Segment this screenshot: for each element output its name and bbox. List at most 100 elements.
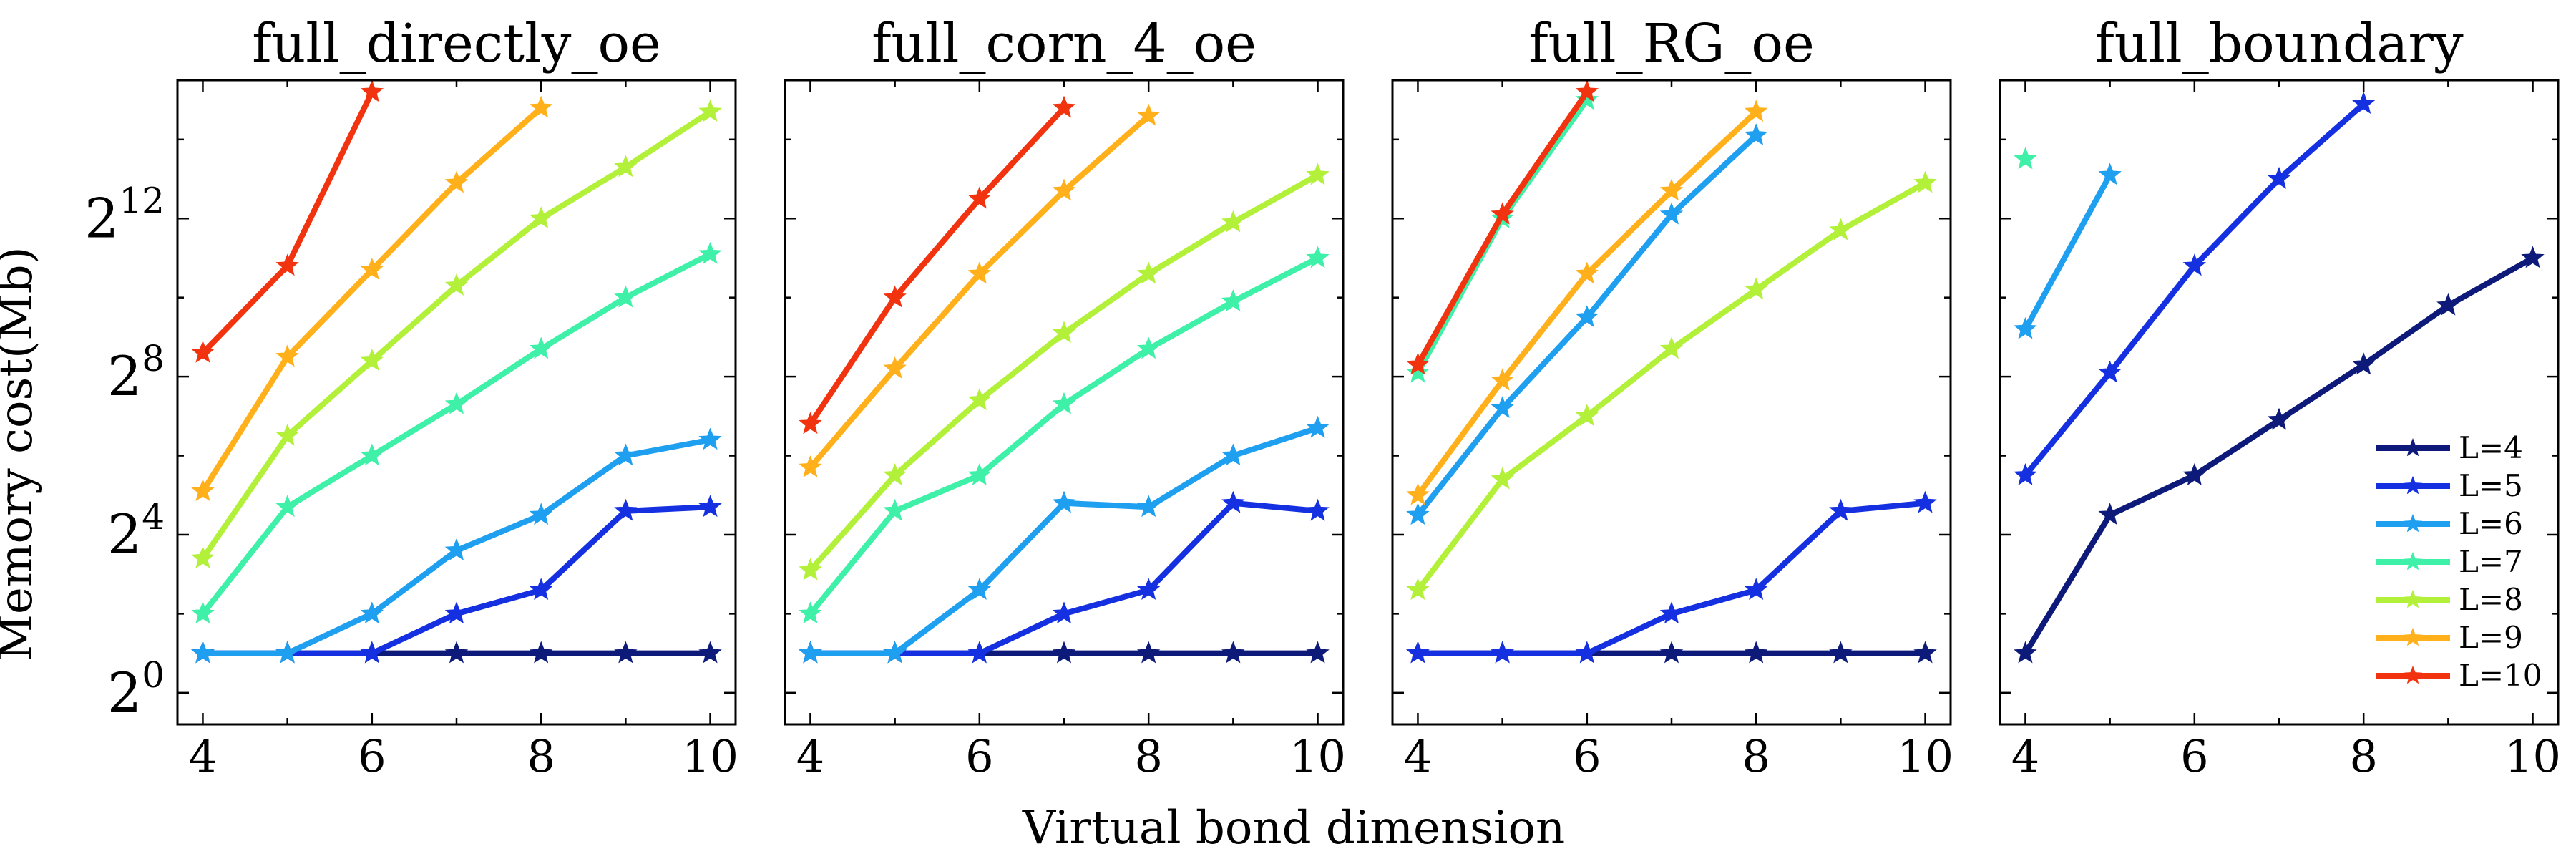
panel-3: full_RG_oe 4 6 8 10	[1391, 13, 1953, 782]
x-tick-label: 6	[358, 730, 386, 782]
legend-label: L=4	[2459, 430, 2523, 465]
data-point-l8	[1491, 467, 1514, 490]
data-point-l9	[1575, 261, 1599, 284]
data-point-l4	[1052, 641, 1076, 664]
data-point-l8	[799, 558, 822, 581]
data-point-l6	[614, 443, 638, 466]
data-point-l5	[614, 498, 638, 521]
data-point-l5	[1306, 498, 1330, 521]
legend-marker-l5	[2403, 476, 2423, 495]
series-line-l10	[1415, 89, 1590, 368]
data-point-l8	[1136, 261, 1161, 284]
data-point-l7	[191, 601, 215, 624]
data-point-l8	[1221, 210, 1245, 233]
data-point-l5	[1491, 641, 1514, 664]
data-point-l5	[2014, 463, 2037, 485]
data-point-l9	[191, 479, 215, 502]
data-point-l6	[191, 641, 215, 664]
data-point-l9	[1136, 103, 1161, 126]
data-point-l6	[529, 503, 553, 525]
series-line-l6	[807, 424, 1321, 656]
x-tick-label: 8	[1134, 730, 1162, 782]
series-line-l8	[1415, 180, 1928, 593]
data-point-l4	[1306, 641, 1330, 664]
data-point-l7	[967, 463, 992, 485]
panel-4: full_boundary 4 6 8 10 L=4L=5L=6L=7L=8L=9L=10	[1999, 13, 2561, 782]
x-tick-label: 8	[2349, 730, 2377, 782]
x-tick-label: 4	[796, 730, 824, 782]
panel-title: full_RG_oe	[1528, 13, 1815, 74]
data-point-l6	[275, 641, 299, 664]
data-point-l5	[1136, 578, 1161, 601]
data-point-l10	[883, 285, 907, 308]
data-point-l5	[2182, 253, 2207, 276]
data-point-l5	[1659, 601, 1684, 624]
data-point-l7	[360, 443, 384, 466]
data-point-l5	[1406, 641, 1430, 664]
y-tick-label: 212	[84, 180, 165, 250]
data-point-l10	[1052, 95, 1076, 118]
data-point-l6	[444, 538, 469, 560]
legend-marker-l8	[2403, 590, 2423, 608]
panel-title: full_directly_oe	[252, 13, 661, 74]
data-point-l5	[2098, 360, 2122, 383]
data-point-l5	[2267, 166, 2291, 189]
panel-title: full_corn_4_oe	[872, 13, 1257, 74]
legend-marker-l7	[2403, 552, 2423, 571]
data-point-l8	[1829, 218, 1853, 241]
data-point-l5	[1913, 490, 1937, 513]
data-point-l8	[698, 100, 722, 122]
data-point-l8	[1052, 321, 1076, 344]
data-point-l6	[698, 427, 722, 450]
data-point-l4	[2521, 246, 2545, 268]
data-point-l7	[614, 285, 638, 308]
data-point-l7	[444, 392, 469, 414]
data-point-l4	[1913, 641, 1937, 664]
data-point-l6	[2098, 162, 2122, 185]
data-point-l6	[360, 601, 384, 624]
data-point-l9	[360, 257, 384, 280]
data-point-l8	[444, 273, 469, 296]
data-point-l9	[444, 170, 469, 193]
data-point-l6	[1306, 415, 1330, 438]
series-line-l5	[200, 504, 713, 656]
x-tick-label: 10	[1897, 730, 1953, 782]
chart-panels: full_directly_oe 4 6 8 10 20 24 28 212 full_corn_…	[84, 13, 2561, 782]
data-point-l5	[529, 578, 553, 601]
data-point-l4	[2351, 352, 2376, 375]
data-point-l6	[967, 578, 992, 601]
data-point-l4	[1829, 641, 1853, 664]
x-tick-label: 8	[527, 730, 555, 782]
data-point-l7	[275, 495, 299, 518]
panel-title: full_boundary	[2094, 13, 2463, 74]
y-tick-label: 20	[107, 654, 165, 724]
data-point-l6	[1491, 396, 1514, 419]
data-point-l8	[1659, 336, 1684, 359]
data-point-l4	[2267, 407, 2291, 430]
data-point-l9	[1659, 178, 1684, 201]
data-point-l9	[1491, 368, 1514, 391]
legend-label: L=8	[2459, 582, 2523, 617]
data-point-l6	[883, 641, 907, 664]
data-point-l8	[1306, 162, 1330, 185]
plot-frame	[176, 79, 737, 726]
data-point-l8	[883, 463, 907, 485]
data-point-l9	[883, 356, 907, 379]
legend-label: L=6	[2459, 506, 2523, 541]
data-point-l7	[1136, 336, 1161, 359]
data-point-l6	[1575, 305, 1599, 328]
x-tick-label: 10	[1289, 730, 1346, 782]
data-point-l8	[1744, 277, 1768, 300]
data-point-l7	[698, 241, 722, 264]
data-point-l7	[1221, 289, 1245, 311]
legend-marker-l9	[2403, 628, 2423, 646]
x-tick-label: 6	[965, 730, 993, 782]
legend: L=4L=5L=6L=7L=8L=9L=10	[2376, 430, 2542, 693]
data-point-l6	[1052, 490, 1076, 513]
data-point-l7	[883, 498, 907, 521]
plot-frame	[784, 79, 1345, 726]
x-axis-label: Virtual bond dimension	[1022, 802, 1565, 855]
data-point-l10	[1575, 80, 1599, 102]
data-point-l5	[1829, 498, 1853, 521]
